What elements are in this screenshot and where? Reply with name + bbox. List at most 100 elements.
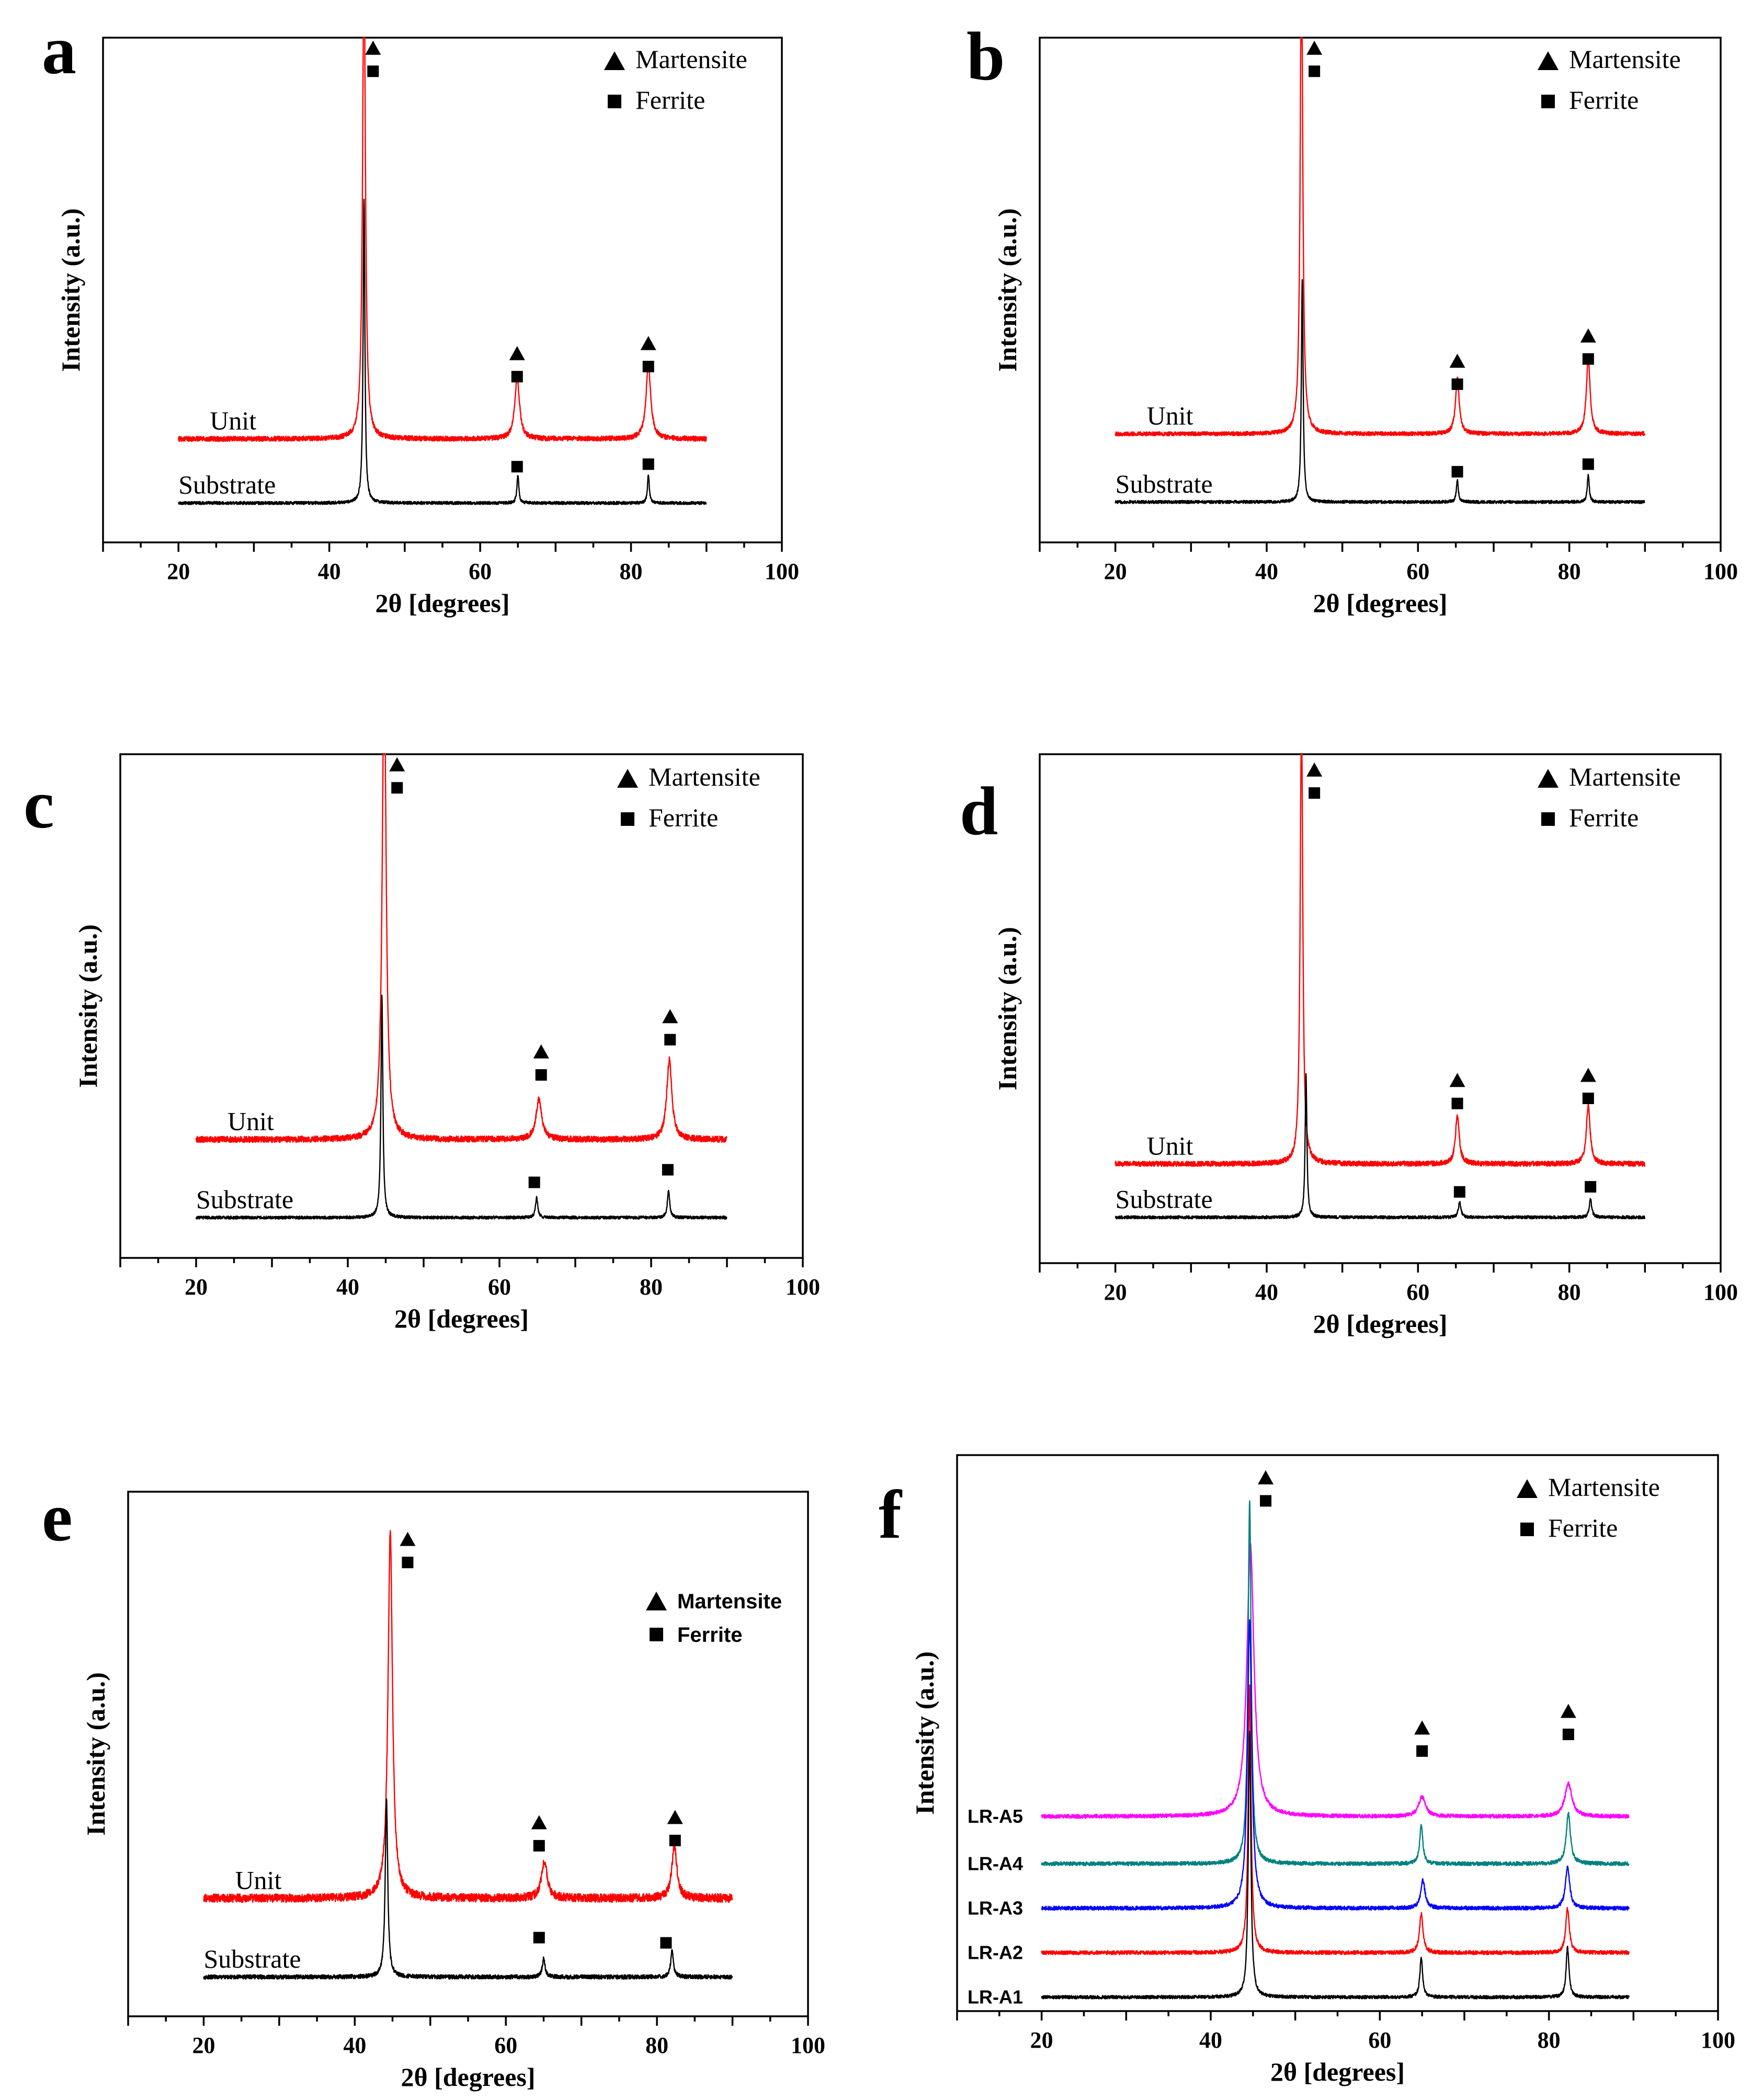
martensite-marker-icon bbox=[640, 336, 656, 350]
legend-label: Ferrite bbox=[635, 85, 705, 115]
series-unit-line bbox=[203, 1530, 733, 1903]
x-tick-label: 80 bbox=[1558, 559, 1581, 584]
ferrite-marker-icon bbox=[533, 1840, 545, 1852]
series-label: LR-A5 bbox=[968, 1806, 1023, 1827]
legend-label: Martensite bbox=[649, 762, 760, 791]
x-tick-label: 80 bbox=[620, 559, 643, 584]
martensite-marker-icon bbox=[1414, 1720, 1430, 1735]
martensite-marker-icon bbox=[1449, 354, 1465, 368]
series-substrate-line bbox=[1114, 1073, 1646, 1220]
legend-label: Martensite bbox=[1569, 762, 1681, 791]
ferrite-marker-icon bbox=[669, 1834, 681, 1846]
legend-label: Ferrite bbox=[677, 1624, 743, 1647]
legend-label: Ferrite bbox=[1548, 1513, 1618, 1542]
x-axis-title: 2θ [degrees] bbox=[375, 588, 509, 618]
ferrite-marker-icon bbox=[1309, 787, 1321, 799]
martensite-marker-icon bbox=[533, 1044, 549, 1059]
legend-label: Martensite bbox=[677, 1590, 782, 1613]
series-substrate-line bbox=[195, 994, 727, 1220]
series-lr-a4-line bbox=[1041, 1500, 1630, 1867]
series-label: Substrate bbox=[178, 470, 276, 500]
legend-martensite-icon bbox=[1538, 51, 1559, 70]
series-substrate-line bbox=[1114, 279, 1645, 504]
series-substrate-line bbox=[203, 1798, 733, 1980]
panel-f: f 20 40 60 80 100 2θ [degrees] Intensity (a.u.)… bbox=[879, 1454, 1735, 2086]
legend-martensite-icon bbox=[604, 51, 625, 70]
panel-letter: f bbox=[879, 1476, 903, 1553]
legend-ferrite-icon bbox=[1541, 95, 1555, 108]
ferrite-marker-icon bbox=[1585, 1181, 1597, 1193]
martensite-marker-icon bbox=[1306, 40, 1323, 55]
x-tick-label: 80 bbox=[1538, 2027, 1561, 2053]
series-label: Unit bbox=[235, 1865, 281, 1894]
x-tick-label: 60 bbox=[1368, 2027, 1391, 2053]
x-tick-label: 60 bbox=[1406, 1279, 1429, 1305]
x-tick-label: 40 bbox=[1255, 559, 1278, 584]
series-label: Unit bbox=[1147, 401, 1193, 430]
x-tick-label: 20 bbox=[1104, 1279, 1127, 1305]
series-lr-a2-line bbox=[1041, 1684, 1630, 1956]
martensite-marker-icon bbox=[1258, 1470, 1274, 1485]
y-axis-title: Intensity (a.u.) bbox=[993, 208, 1022, 372]
x-tick-label: 20 bbox=[1104, 559, 1127, 584]
ferrite-marker-icon bbox=[1582, 353, 1594, 365]
ferrite-marker-icon bbox=[535, 1069, 547, 1081]
x-axis-title: 2θ [degrees] bbox=[394, 1304, 529, 1333]
series-lr-a3-line bbox=[1041, 1619, 1630, 1911]
panel-a: a 20 40 60 80 100 2θ [degrees] Intensity (a.u.)… bbox=[42, 12, 799, 618]
ferrite-marker-icon bbox=[660, 1937, 672, 1949]
legend-label: Martensite bbox=[1569, 44, 1681, 74]
ferrite-marker-icon bbox=[391, 782, 403, 794]
legend-martensite-icon bbox=[646, 1592, 667, 1610]
series-unit-line bbox=[1114, 753, 1646, 1167]
x-tick-label: 100 bbox=[1701, 2027, 1735, 2053]
panel-d: d 20 40 60 80 100 2θ [degrees] Intensity (a.u.)… bbox=[960, 753, 1738, 1338]
panel-letter: e bbox=[42, 1479, 73, 1556]
panel-e: e 20 40 60 80 100 2θ [degrees] Intensity (a.u.)… bbox=[42, 1479, 825, 2092]
x-tick-label: 40 bbox=[1255, 1279, 1278, 1305]
series-label: LR-A2 bbox=[968, 1942, 1023, 1963]
panel-letter: d bbox=[960, 773, 998, 849]
legend-label: Ferrite bbox=[649, 803, 718, 832]
legend-ferrite-icon bbox=[621, 812, 634, 826]
martensite-marker-icon bbox=[1580, 328, 1596, 343]
x-tick-label: 100 bbox=[791, 2033, 825, 2058]
x-axis-title: 2θ [degrees] bbox=[401, 2062, 535, 2092]
series-label: Substrate bbox=[1116, 469, 1213, 498]
series-label: Substrate bbox=[196, 1185, 293, 1214]
ferrite-marker-icon bbox=[1309, 65, 1321, 77]
series-substrate-line bbox=[178, 198, 707, 505]
series-label: LR-A1 bbox=[968, 1986, 1023, 2007]
martensite-marker-icon bbox=[531, 1815, 547, 1830]
series-lr-a1-line bbox=[1041, 1730, 1630, 2000]
x-tick-label: 60 bbox=[1406, 559, 1429, 584]
martensite-marker-icon bbox=[400, 1531, 416, 1546]
martensite-marker-icon bbox=[667, 1810, 683, 1824]
panel-c: c 20 40 60 80 100 2θ [degrees] Intensity (a.u.)… bbox=[24, 753, 820, 1333]
series-label: Unit bbox=[228, 1107, 274, 1136]
ferrite-marker-icon bbox=[1451, 378, 1463, 390]
x-axis-title: 2θ [degrees] bbox=[1313, 588, 1447, 618]
x-tick-label: 80 bbox=[640, 1274, 663, 1300]
panel-letter: b bbox=[966, 18, 1005, 95]
x-tick-label: 20 bbox=[185, 1274, 208, 1300]
x-tick-label: 20 bbox=[167, 559, 190, 584]
martensite-marker-icon bbox=[1449, 1073, 1465, 1087]
panel-letter: a bbox=[42, 12, 76, 88]
legend-label: Martensite bbox=[1548, 1472, 1660, 1502]
panel-letter: c bbox=[24, 766, 54, 843]
x-tick-label: 100 bbox=[1703, 559, 1738, 584]
x-axis-title: 2θ [degrees] bbox=[1270, 2057, 1405, 2086]
y-axis-title: Intensity (a.u.) bbox=[910, 1651, 939, 1815]
x-tick-label: 40 bbox=[1199, 2027, 1222, 2053]
martensite-marker-icon bbox=[662, 1009, 678, 1024]
series-unit-line bbox=[178, 37, 707, 442]
ferrite-marker-icon bbox=[533, 1932, 545, 1944]
x-tick-label: 80 bbox=[1558, 1279, 1581, 1305]
martensite-marker-icon bbox=[1560, 1704, 1576, 1718]
x-axis-title: 2θ [degrees] bbox=[1313, 1309, 1447, 1338]
series-label: LR-A3 bbox=[968, 1897, 1023, 1919]
ferrite-marker-icon bbox=[1453, 1186, 1465, 1198]
x-tick-label: 100 bbox=[786, 1274, 820, 1300]
